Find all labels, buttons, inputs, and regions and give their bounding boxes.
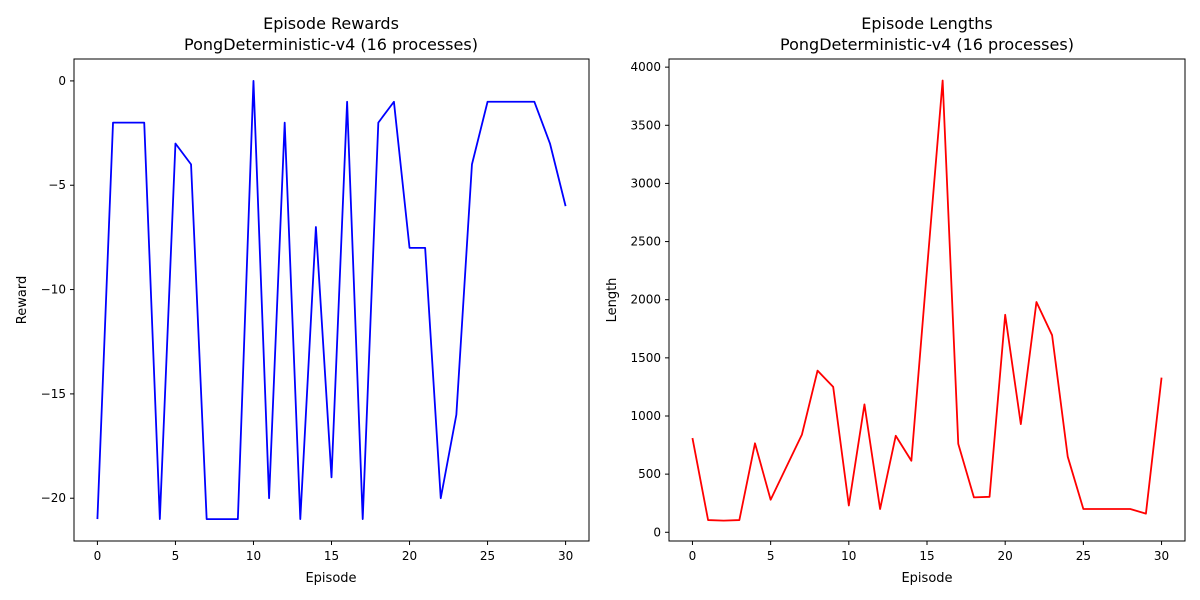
rewards-chart-ylabel: Reward	[15, 276, 30, 324]
lengths-xtick-label: 0	[689, 549, 697, 563]
rewards-chart-ticks: 0 5 10 15 20 25 30 −20 −15 −10 −5 0	[41, 74, 574, 563]
lengths-chart: Episode Lengths PongDeterministic-v4 (16…	[605, 14, 1186, 586]
lengths-ytick-label: 0	[653, 525, 661, 539]
rewards-series-line	[96, 80, 567, 520]
lengths-ytick-label: 1500	[630, 351, 661, 365]
lengths-chart-xlabel: Episode	[901, 571, 952, 586]
rewards-xtick-label: 25	[480, 549, 495, 563]
rewards-xtick-label: 0	[94, 549, 102, 563]
rewards-xtick-label: 20	[402, 549, 417, 563]
lengths-series-line	[691, 79, 1163, 522]
rewards-ytick-label: −15	[41, 387, 66, 401]
rewards-chart: Episode Rewards PongDeterministic-v4 (16…	[15, 14, 590, 586]
lengths-ytick-label: 2500	[630, 235, 661, 249]
rewards-ytick-label: −10	[41, 283, 66, 297]
lengths-ytick-label: 2000	[630, 293, 661, 307]
lengths-chart-ticks: 0 5 10 15 20 25 30 0 500 1000 1500 2000 2500 3000 3500…	[630, 60, 1169, 563]
lengths-ytick-label: 4000	[630, 60, 661, 74]
rewards-chart-title: Episode Rewards	[263, 14, 399, 33]
lengths-chart-frame	[668, 58, 1186, 542]
lengths-xtick-label: 15	[919, 549, 934, 563]
rewards-xtick-label: 10	[246, 549, 261, 563]
lengths-ytick-label: 3000	[630, 176, 661, 190]
lengths-chart-title: Episode Lengths	[861, 14, 992, 33]
rewards-chart-frame	[73, 58, 590, 542]
lengths-chart-subtitle: PongDeterministic-v4 (16 processes)	[780, 35, 1074, 54]
lengths-xtick-label: 25	[1076, 549, 1091, 563]
lengths-xtick-label: 30	[1154, 549, 1169, 563]
lengths-xtick-label: 10	[841, 549, 856, 563]
rewards-xtick-label: 5	[172, 549, 180, 563]
rewards-ytick-label: −20	[41, 491, 66, 505]
lengths-ytick-label: 3500	[630, 118, 661, 132]
lengths-chart-series	[691, 79, 1163, 522]
lengths-xtick-label: 5	[767, 549, 775, 563]
rewards-ytick-label: 0	[58, 74, 66, 88]
rewards-xtick-label: 30	[558, 549, 573, 563]
rewards-chart-subtitle: PongDeterministic-v4 (16 processes)	[184, 35, 478, 54]
rewards-chart-series	[96, 80, 567, 520]
lengths-xtick-label: 20	[998, 549, 1013, 563]
rewards-chart-xlabel: Episode	[305, 571, 356, 586]
rewards-xtick-label: 15	[324, 549, 339, 563]
rewards-ytick-label: −5	[48, 178, 66, 192]
lengths-chart-ylabel: Length	[605, 278, 620, 323]
lengths-ytick-label: 500	[638, 467, 661, 481]
lengths-ytick-label: 1000	[630, 409, 661, 423]
